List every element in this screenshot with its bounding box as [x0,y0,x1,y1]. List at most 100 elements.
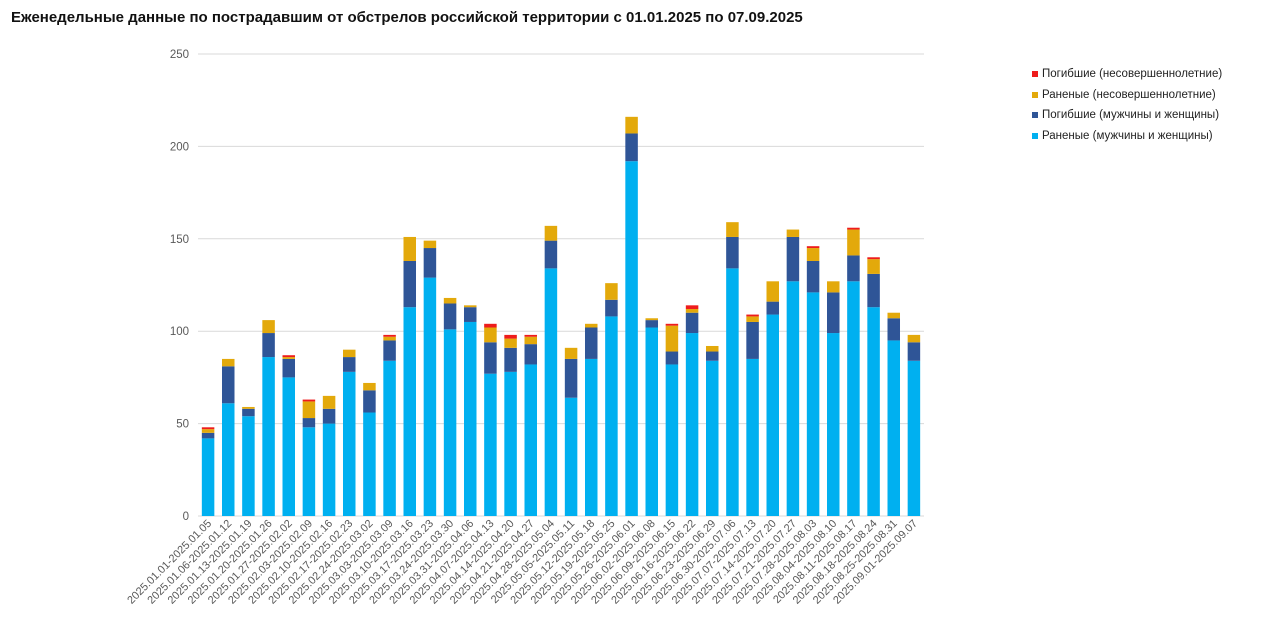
legend-item-wounded-minor: Раненые (несовершеннолетние) [1032,85,1222,106]
bar-segment-wounded-minor [403,236,417,261]
bar-segment-killed-adult [867,273,880,308]
bar-segment-wounded-adult [363,412,376,516]
legend-swatch-killed-adult [1032,112,1038,119]
bar-segment-wounded-adult [685,333,699,516]
bar-segment-wounded-minor [443,297,457,304]
bar-segment-wounded-adult [201,438,215,516]
bar-segment-wounded-minor [383,336,396,341]
bar-segment-wounded-minor [847,229,860,256]
bar-segment-wounded-adult [867,307,880,516]
bar-segment-wounded-adult [786,281,800,516]
bar-segment-wounded-minor [665,325,679,352]
bar-segment-wounded-adult [342,371,356,516]
bar-segment-killed-adult [584,327,598,359]
bar-segment-wounded-minor [726,222,739,237]
chart-title: Еженедельные данные по пострадавшим от о… [11,9,803,26]
bar-segment-wounded-adult [504,371,517,516]
bar-segment-wounded-minor [584,323,598,328]
bar-segment-killed-adult [907,342,921,361]
legend-label: Раненые (несовершеннолетние) [1042,88,1216,101]
bar-segment-wounded-minor [484,327,497,343]
bar-segment-killed-adult [746,321,759,359]
bar-segment-killed-minor [282,355,296,358]
bar-segment-wounded-minor [887,312,901,319]
bar-segment-wounded-adult [826,333,840,516]
bar-segment-killed-adult [786,236,800,282]
bar-segment-wounded-adult [443,329,457,516]
y-axis-tick-labels: 0 50 100 150 200 250 [170,49,189,523]
legend-label: Погибшие (мужчины и женщины) [1042,109,1220,122]
bar-segment-wounded-minor [504,338,517,348]
bar-segment-killed-adult [484,342,497,374]
legend-swatch-wounded-minor [1032,91,1038,98]
gridlines [198,53,924,517]
bar-segment-killed-adult [262,333,275,358]
bar-segment-killed-adult [665,351,679,365]
bar-segment-wounded-adult [302,427,316,516]
bar-segment-wounded-adult [847,281,860,516]
bar-segment-wounded-minor [867,259,880,274]
bar-segment-killed-adult [342,357,356,372]
bar-segment-wounded-minor [564,347,578,359]
bar-segment-wounded-adult [887,340,901,516]
y-tick-label: 150 [170,234,189,246]
y-tick-label: 200 [170,141,189,153]
bar-segment-wounded-minor [423,240,437,249]
bar-segment-killed-adult [685,312,699,334]
bar-segment-killed-minor [867,257,880,260]
bar-segment-killed-minor [302,399,316,402]
bar-segment-wounded-adult [746,358,759,516]
bar-segment-killed-adult [605,299,618,317]
bar-segment-killed-adult [322,408,336,424]
bar-segment-killed-minor [383,334,396,337]
bar-segment-wounded-minor [201,429,215,433]
bar-segment-wounded-minor [544,225,558,241]
bar-segment-killed-adult [403,260,417,308]
bar-segment-wounded-adult [584,358,598,516]
bar-segment-killed-adult [504,347,517,372]
bar-segment-wounded-minor [463,305,477,308]
bar-segment-wounded-adult [645,327,659,516]
bar-segment-killed-adult [201,432,215,439]
bar-segment-wounded-adult [484,373,497,516]
bar-segment-wounded-adult [665,364,679,516]
bar-segment-wounded-adult [907,360,921,516]
bar-segment-wounded-adult [625,161,638,516]
bars [201,116,921,516]
bar-segment-wounded-adult [282,377,296,516]
bar-segment-wounded-minor [605,283,618,300]
bar-segment-wounded-adult [403,307,417,516]
bar-segment-wounded-minor [342,349,356,358]
bar-segment-wounded-minor [242,406,255,409]
bar-segment-killed-adult [826,292,840,334]
y-tick-label: 100 [170,326,189,338]
bar-segment-killed-adult [806,260,820,293]
legend-label: Раненые (мужчины и женщины) [1042,129,1213,142]
y-tick-label: 0 [183,511,189,523]
y-tick-label: 250 [170,49,189,61]
bar-segment-wounded-adult [564,397,578,516]
bar-segment-wounded-adult [544,268,558,516]
bar-segment-killed-adult [847,255,860,282]
y-tick-label: 50 [176,419,189,431]
legend-label: Погибшие (несовершеннолетние) [1042,68,1223,81]
bar-segment-wounded-minor [826,281,840,293]
bar-segment-wounded-adult [463,321,477,516]
x-axis-tick-labels: 2025.01.01-2025.01.052025.01.06-2025.01.… [125,518,920,607]
legend-item-killed-adult: Погибшие (мужчины и женщины) [1032,105,1222,126]
bar-segment-killed-adult [625,133,638,162]
legend-item-wounded-adult: Раненые (мужчины и женщины) [1032,126,1222,147]
bar-segment-killed-adult [645,320,659,328]
bar-segment-wounded-minor [322,395,336,409]
bar-segment-wounded-minor [645,318,659,321]
bar-segment-wounded-adult [262,357,275,516]
legend-item-killed-minor: Погибшие (несовершеннолетние) [1032,64,1222,85]
bar-segment-wounded-adult [221,403,235,516]
bar-segment-wounded-minor [766,281,780,302]
bar-segment-wounded-minor [524,336,538,345]
bar-segment-wounded-adult [242,416,255,516]
bar-segment-killed-adult [383,340,396,361]
bar-segment-killed-adult [423,248,437,278]
bar-segment-killed-adult [705,351,719,361]
bar-segment-killed-minor [746,314,759,317]
